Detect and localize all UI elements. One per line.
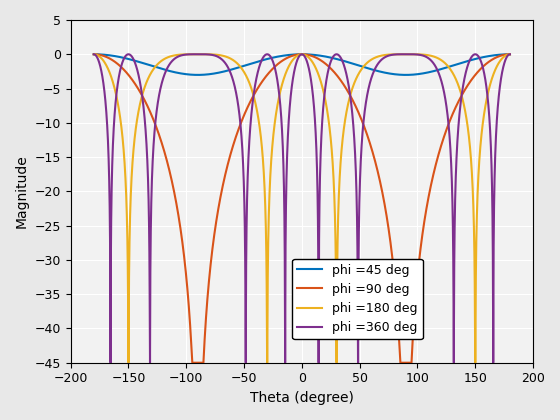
phi =90 deg (507, 52, 514, 57)
Line: phi =45 deg: phi =45 deg (94, 54, 510, 75)
phi =180 deg (91, 52, 98, 57)
phi =180 deg (307, 56, 314, 61)
phi =180 deg (125, 360, 132, 365)
phi =90 deg (91, 52, 98, 57)
phi =360 deg (91, 52, 98, 57)
Line: phi =180 deg: phi =180 deg (94, 54, 510, 363)
phi =180 deg (90, 52, 97, 57)
phi =180 deg (227, 56, 234, 61)
phi =360 deg (90, 52, 97, 57)
Y-axis label: Magnitude: Magnitude (15, 155, 29, 228)
phi =45 deg (507, 52, 514, 57)
phi =45 deg (90, 52, 97, 57)
Line: phi =90 deg: phi =90 deg (94, 54, 510, 363)
phi =360 deg (107, 360, 114, 365)
phi =45 deg (395, 72, 402, 77)
phi =45 deg (358, 64, 365, 69)
phi =45 deg (227, 67, 234, 72)
phi =90 deg (358, 118, 365, 123)
Legend: phi =45 deg, phi =90 deg, phi =180 deg, phi =360 deg: phi =45 deg, phi =90 deg, phi =180 deg, … (292, 259, 423, 339)
phi =90 deg (189, 360, 195, 365)
phi =180 deg (395, 52, 402, 57)
phi =90 deg (90, 52, 97, 57)
phi =360 deg (507, 52, 514, 57)
phi =180 deg (358, 66, 365, 71)
phi =45 deg (475, 56, 482, 61)
phi =360 deg (358, 139, 365, 144)
phi =90 deg (395, 329, 402, 334)
phi =360 deg (395, 52, 402, 57)
phi =90 deg (227, 151, 234, 156)
phi =45 deg (307, 52, 314, 57)
phi =360 deg (227, 71, 234, 76)
phi =90 deg (475, 69, 482, 74)
phi =360 deg (475, 54, 482, 59)
phi =180 deg (475, 177, 482, 182)
Line: phi =360 deg: phi =360 deg (94, 54, 510, 363)
phi =45 deg (194, 72, 201, 77)
phi =360 deg (307, 72, 314, 77)
phi =180 deg (507, 52, 514, 57)
phi =90 deg (307, 53, 314, 58)
phi =45 deg (91, 52, 98, 57)
X-axis label: Theta (degree): Theta (degree) (250, 391, 354, 405)
